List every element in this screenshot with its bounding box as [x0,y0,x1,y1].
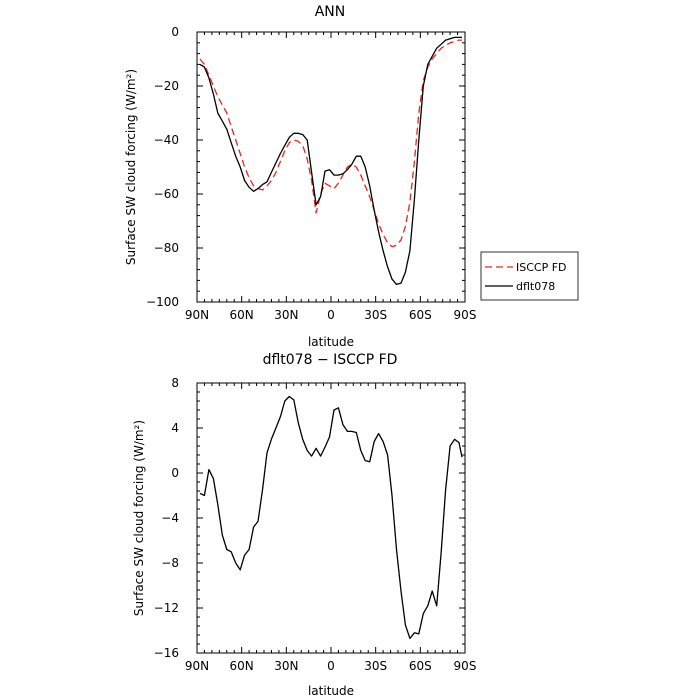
x-tick-label: 60N [230,659,254,673]
top-x-ticks: 90N 60N 30N 0 30S 60S 90S [185,32,477,322]
series-line-difference [199,395,463,640]
top-x-axis-label: latitude [308,335,354,349]
x-tick-label: 30S [364,659,387,673]
y-tick-label: −60 [154,187,179,201]
y-tick-label: −12 [154,601,179,615]
x-tick-label: 60S [409,659,432,673]
y-tick-label: −80 [154,241,179,255]
x-tick-label: 60S [409,308,432,322]
x-tick-label: 90S [454,308,477,322]
series-line-dflt078 [199,36,462,286]
legend-box [480,251,579,301]
y-tick-label: −4 [161,511,179,525]
legend-label-isccp: ISCCP FD [516,261,567,274]
y-tick-label: −20 [154,79,179,93]
top-legend: ISCCP FD dflt078 [480,251,579,301]
top-y-axis-label: Surface SW cloud forcing (W/m²) [124,69,138,265]
y-tick-label: −100 [146,295,179,309]
x-tick-label: 60N [230,308,254,322]
y-tick-label: 0 [171,466,179,480]
top-plot-frame [196,31,466,303]
legend-label-dflt078: dflt078 [516,280,555,293]
x-tick-label: 90S [454,659,477,673]
y-tick-label: 4 [171,421,179,435]
top-title: ANN [315,4,346,20]
bottom-y-ticks: 8 4 0 −4 −8 −12 −16 [154,376,465,660]
y-tick-label: −16 [154,646,179,660]
y-tick-label: −40 [154,133,179,147]
bottom-x-ticks: 90N 60N 30N 0 30S 60S 90S [185,383,477,673]
x-tick-label: 90N [185,659,209,673]
top-panel: ANN 90N 60N 30N 0 30S 60S 90S 0 −20 −40 −60 −80 −10… [124,4,579,349]
y-tick-label: −8 [161,556,179,570]
x-tick-label: 30N [274,308,298,322]
bottom-series [199,395,463,640]
x-tick-label: 0 [327,659,335,673]
x-tick-label: 30S [364,308,387,322]
bottom-panel: dflt078 − ISCCP FD 90N 60N 30N 0 30S 60S 90S 8… [132,352,476,698]
bottom-plot-frame [196,382,466,654]
bottom-title: dflt078 − ISCCP FD [263,352,398,368]
y-tick-label: 8 [171,376,179,390]
top-series [199,36,462,286]
bottom-y-axis-label: Surface SW cloud forcing (W/m²) [132,420,146,616]
x-tick-label: 0 [327,308,335,322]
y-tick-label: 0 [171,25,179,39]
bottom-x-axis-label: latitude [308,684,354,698]
x-tick-label: 30N [274,659,298,673]
series-line-isccp-fd [199,39,462,248]
x-tick-label: 90N [185,308,209,322]
